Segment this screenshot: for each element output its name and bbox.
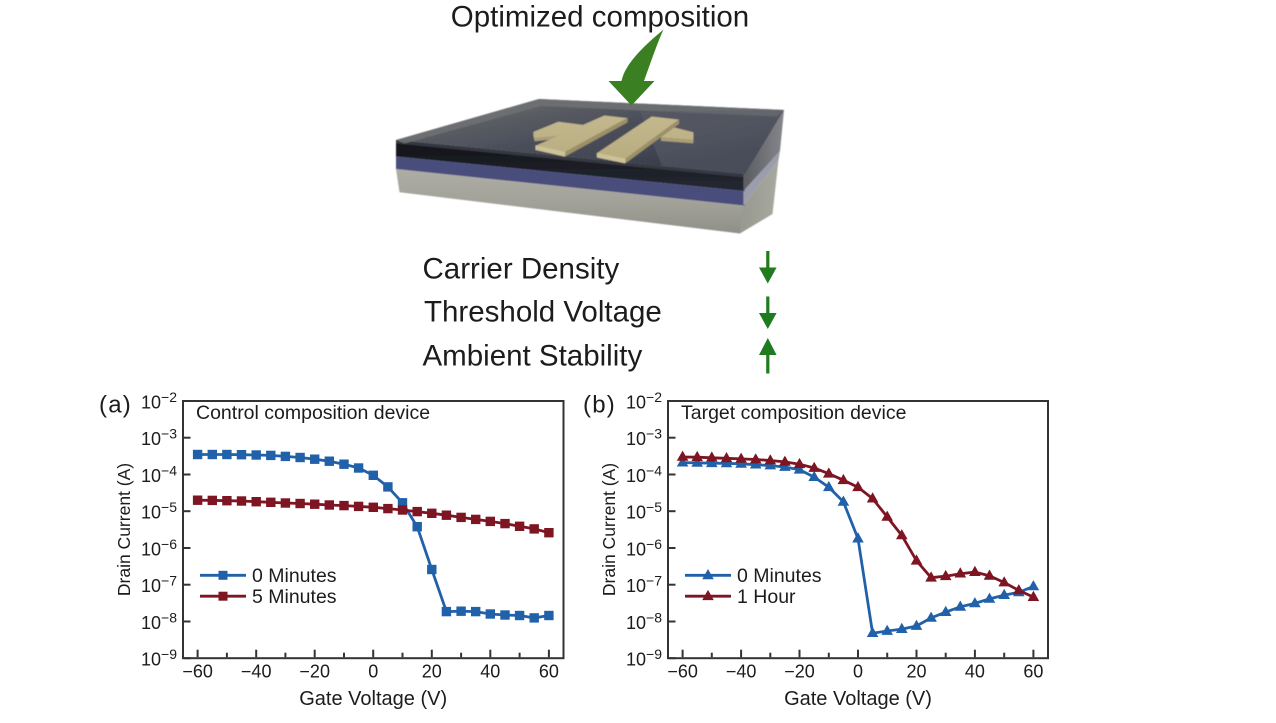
svg-text:0: 0 <box>368 661 378 681</box>
svg-text:0 Minutes: 0 Minutes <box>252 565 337 587</box>
svg-text:Gate Voltage (V): Gate Voltage (V) <box>299 688 447 710</box>
svg-text:−20: −20 <box>784 661 815 681</box>
svg-text:20: 20 <box>906 661 926 681</box>
svg-text:60: 60 <box>1023 661 1043 681</box>
svg-text:40: 40 <box>965 661 985 681</box>
svg-text:−20: −20 <box>299 661 330 681</box>
svg-text:40: 40 <box>480 661 500 681</box>
svg-text:Control composition device: Control composition device <box>196 402 430 424</box>
svg-text:Gate Voltage (V): Gate Voltage (V) <box>784 688 932 710</box>
svg-text:60: 60 <box>539 661 559 681</box>
svg-text:−60: −60 <box>667 661 698 681</box>
svg-text:Drain Current (A): Drain Current (A) <box>114 463 134 596</box>
svg-text:Ambient Stability: Ambient Stability <box>423 340 643 373</box>
svg-text:−40: −40 <box>726 661 757 681</box>
svg-text:(b): (b) <box>583 392 616 419</box>
svg-text:0 Minutes: 0 Minutes <box>737 565 822 587</box>
svg-text:20: 20 <box>422 661 442 681</box>
svg-text:−60: −60 <box>182 661 213 681</box>
svg-text:Carrier Density: Carrier Density <box>423 253 620 286</box>
svg-text:1 Hour: 1 Hour <box>737 586 796 608</box>
svg-text:Threshold Voltage: Threshold Voltage <box>424 296 662 329</box>
svg-text:5 Minutes: 5 Minutes <box>252 586 337 608</box>
svg-text:0: 0 <box>853 661 863 681</box>
svg-text:Drain Current (A): Drain Current (A) <box>599 463 619 596</box>
svg-text:(a): (a) <box>99 392 132 419</box>
svg-text:Target composition device: Target composition device <box>681 402 906 424</box>
svg-text:Optimized composition: Optimized composition <box>451 1 749 34</box>
svg-text:−40: −40 <box>241 661 272 681</box>
